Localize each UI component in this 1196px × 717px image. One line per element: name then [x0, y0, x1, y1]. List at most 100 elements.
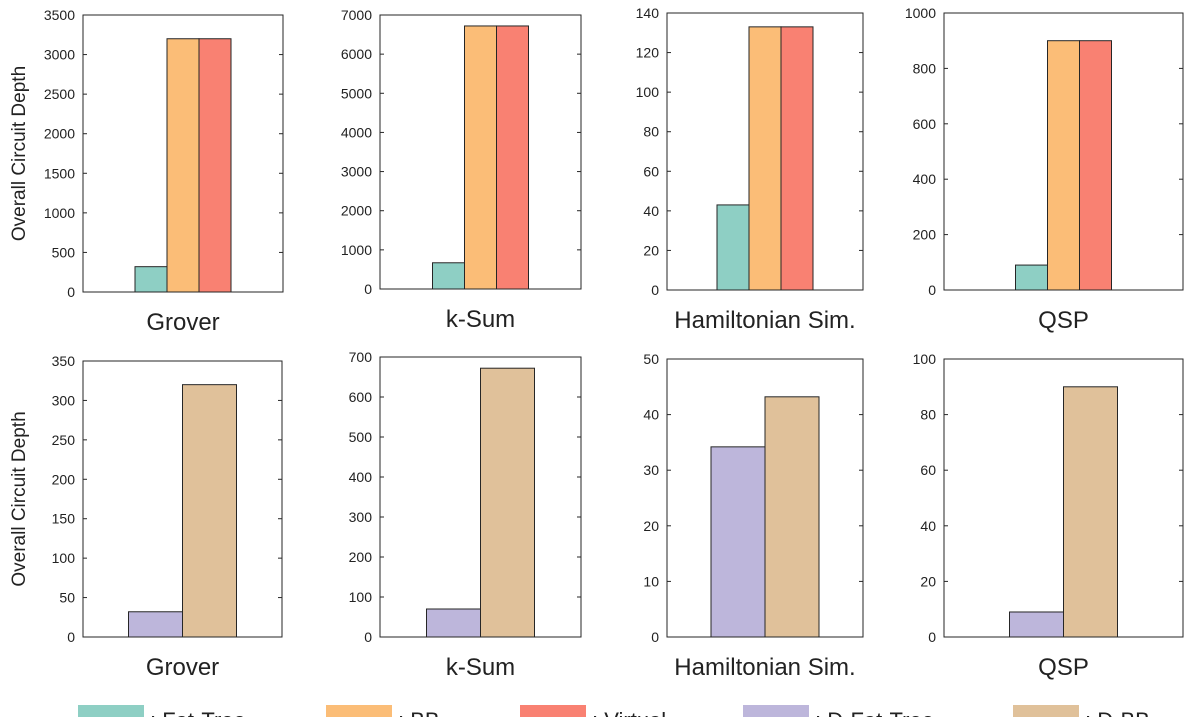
ytick-label: 100 — [349, 589, 373, 605]
ytick-label: 40 — [643, 407, 659, 423]
bar-virtual — [198, 38, 232, 293]
ytick-label: 1500 — [44, 165, 75, 181]
ytick-label: 3000 — [44, 47, 75, 63]
ytick-label: 500 — [349, 429, 373, 445]
ytick-label: 150 — [52, 511, 76, 527]
ytick-label: 0 — [651, 629, 659, 645]
ytick-label: 600 — [913, 116, 937, 132]
ytick-label: 0 — [928, 629, 936, 645]
legend-label: : Fat-Tree — [150, 708, 246, 717]
ytick-label: 350 — [52, 353, 76, 369]
ytick-label: 2000 — [44, 126, 75, 142]
ytick-label: 200 — [52, 471, 76, 487]
bar-fat-tree — [134, 266, 168, 293]
x-category-label: QSP — [1038, 654, 1089, 681]
x-category-label: Grover — [146, 654, 219, 681]
ytick-label: 100 — [636, 84, 660, 100]
x-category-label: QSP — [1038, 307, 1089, 334]
bar-virtual — [496, 25, 529, 290]
ytick-label: 0 — [67, 629, 75, 645]
x-category-label: k-Sum — [446, 654, 515, 681]
ytick-label: 6000 — [341, 46, 372, 62]
ytick-label: 60 — [920, 462, 936, 478]
ytick-label: 30 — [643, 462, 659, 478]
bar-fat-tree — [716, 204, 750, 291]
legend: : Fat-Tree : BB : Virtual : D-Fat-Tree : D-B… — [78, 705, 1150, 717]
bar-d-fat-tree — [426, 608, 481, 638]
legend-label: : D-BB — [1085, 708, 1150, 717]
ytick-label: 600 — [349, 389, 373, 405]
ytick-label: 400 — [913, 171, 937, 187]
legend-item-bb: : BB — [326, 705, 440, 717]
x-category-label: Hamiltonian Sim. — [674, 654, 855, 681]
x-category-label: Hamiltonian Sim. — [674, 307, 855, 334]
ytick-label: 40 — [643, 203, 659, 219]
ytick-label: 120 — [636, 45, 660, 61]
ytick-label: 50 — [59, 590, 75, 606]
panel-2-grover: 0 50 100 150 200 250 300 350 Grover Overall Circu… — [9, 353, 283, 681]
ytick-label: 50 — [643, 351, 659, 367]
ytick-label: 20 — [643, 242, 659, 258]
bar-fat-tree — [432, 262, 465, 290]
ytick-label: 5000 — [341, 85, 372, 101]
panel-2-hamiltonian-sim: 0 10 20 30 40 50 Hamiltonian Sim. — [643, 351, 864, 681]
ytick-label: 10 — [643, 573, 659, 589]
ytick-label: 7000 — [341, 7, 372, 23]
ytick-label: 1000 — [905, 5, 936, 21]
ytick-label: 1000 — [341, 242, 372, 258]
bar-d-bb — [764, 396, 820, 638]
ytick-label: 140 — [636, 5, 660, 21]
ytick-label: 300 — [349, 509, 373, 525]
y-axis-label: Overall Circuit Depth — [9, 411, 30, 586]
ytick-label: 20 — [643, 518, 659, 534]
legend-swatch — [743, 705, 809, 717]
ytick-label: 200 — [349, 549, 373, 565]
x-category-label: k-Sum — [446, 306, 515, 333]
ytick-label: 200 — [913, 227, 937, 243]
legend-label: : Virtual — [592, 708, 666, 717]
ytick-label: 0 — [67, 284, 75, 300]
ytick-label: 800 — [913, 60, 937, 76]
bar-d-bb — [182, 384, 237, 638]
bar-bb — [464, 25, 497, 290]
bar-bb — [1047, 40, 1080, 291]
ytick-label: 400 — [349, 469, 373, 485]
bar-virtual — [1079, 40, 1112, 291]
ytick-label: 1000 — [44, 205, 75, 221]
ytick-label: 40 — [920, 518, 936, 534]
legend-item-virtual: : Virtual — [520, 705, 666, 717]
ytick-label: 0 — [928, 282, 936, 298]
ytick-label: 0 — [364, 629, 372, 645]
panel-1-qsp: 0 200 400 600 800 1000 QSP — [905, 5, 1184, 334]
ytick-label: 700 — [349, 349, 373, 365]
legend-swatch — [78, 705, 144, 717]
bar-bb — [748, 26, 782, 291]
bar-d-bb — [1063, 386, 1118, 638]
panel-1-grover: 0 500 1000 1500 2000 2500 3000 3500 Grover Overal… — [9, 7, 284, 336]
panel-2-k-sum: 0 100 200 300 400 500 600 700 k-Sum — [349, 349, 582, 681]
ytick-label: 300 — [52, 392, 76, 408]
legend-item-d-bb: : D-BB — [1013, 705, 1150, 717]
legend-swatch — [1013, 705, 1079, 717]
bar-d-fat-tree — [128, 611, 183, 638]
legend-swatch — [520, 705, 586, 717]
bar-d-bb — [480, 367, 535, 638]
bar-fat-tree — [1015, 264, 1048, 291]
legend-item-d-fat-tree: : D-Fat-Tree — [743, 705, 934, 717]
x-category-label: Grover — [146, 309, 219, 336]
ytick-label: 100 — [52, 550, 76, 566]
panel-2-qsp: 0 20 40 60 80 100 QSP — [913, 351, 1184, 681]
bar-d-fat-tree — [1009, 611, 1064, 638]
ytick-label: 60 — [643, 163, 659, 179]
ytick-label: 20 — [920, 573, 936, 589]
ytick-label: 3500 — [44, 7, 75, 23]
ytick-label: 250 — [52, 432, 76, 448]
ytick-label: 0 — [651, 282, 659, 298]
bar-virtual — [780, 26, 814, 291]
bar-d-fat-tree — [710, 446, 766, 638]
ytick-label: 500 — [52, 244, 76, 260]
ytick-label: 2000 — [341, 203, 372, 219]
bar-bb — [166, 38, 200, 293]
panel-1-hamiltonian-sim: 0 20 40 60 80 100 120 140 Hamiltonian Sim. — [636, 5, 864, 334]
